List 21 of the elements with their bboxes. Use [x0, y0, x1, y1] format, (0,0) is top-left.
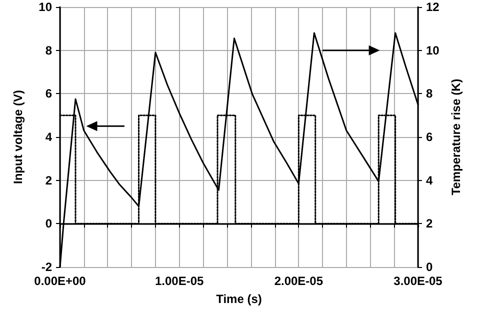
x-tick-label: 3.00E-05 — [394, 274, 443, 288]
y-tick-label: 0 — [45, 216, 52, 231]
y2-tick-label: 8 — [426, 86, 433, 101]
y2-axis-title: Temperature rise (K) — [449, 78, 464, 196]
y2-tick-label: 2 — [426, 216, 433, 231]
y-tick-label: 10 — [38, 0, 52, 14]
x-tick-label: 2.00E-05 — [274, 274, 324, 288]
y2-tick-label: 4 — [426, 173, 433, 188]
y-tick-label: -2 — [41, 260, 52, 274]
y-tick-label: 8 — [45, 43, 52, 58]
y-tick-label: 6 — [45, 86, 52, 101]
y2-tick-label: 12 — [426, 0, 440, 14]
y-tick-label: 4 — [45, 130, 52, 144]
x-tick-label: 1.00E-05 — [154, 274, 204, 288]
y2-tick-label: 6 — [426, 130, 433, 144]
x-axis-title: Time (s) — [216, 292, 262, 306]
y2-tick-label: 10 — [426, 43, 440, 58]
y-tick-label: 2 — [45, 173, 52, 188]
y-axis-title: Input voltage (V) — [11, 90, 25, 184]
x-tick-label: 0.00E+00 — [34, 274, 86, 288]
y2-tick-label: 0 — [426, 260, 433, 274]
